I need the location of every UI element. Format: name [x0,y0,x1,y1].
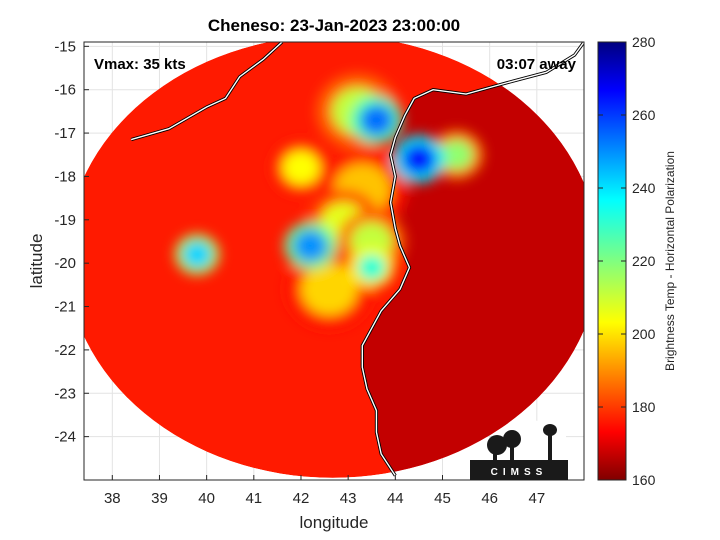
x-tick-label: 43 [340,490,357,507]
x-tick-label: 40 [198,490,215,507]
feature-core [282,150,320,186]
chart-title: Cheneso: 23-Jan-2023 23:00:00 [208,16,460,35]
feature-core [357,254,386,281]
x-tick-label: 39 [151,490,168,507]
y-tick-label: -19 [54,212,76,229]
swath-layer [84,42,584,478]
y-axis-label: latitude [27,234,46,289]
feature-core [300,263,358,316]
y-tick-label: -18 [54,168,76,185]
colorbar-ticks: 280 260 240 220 200 180 160 [598,34,656,488]
feature-core [440,139,474,170]
colorbar-tick-label: 260 [632,107,656,123]
coastline-mozambique-inner [130,42,283,141]
cimss-logo: CIMSS [470,420,568,480]
coastline-madagascar-inner [361,42,584,477]
x-axis-label: longitude [299,513,368,532]
colorbar-tick-label: 240 [632,180,656,196]
vmax-annotation: Vmax: 35 kts [94,56,186,73]
y-tick-label: -23 [54,385,76,402]
x-tick-label: 47 [528,490,545,507]
y-tick-label: -17 [54,125,76,142]
feature-core [293,230,327,261]
x-tick-label: 42 [293,490,310,507]
time-offset-annotation: 03:07 away [497,56,577,73]
y-axis-ticks: -15 -16 -17 -18 -19 -20 -21 -22 -23 -24 [54,38,89,446]
y-tick-label: -24 [54,429,76,446]
feature-core [359,104,393,136]
x-tick-label: 41 [245,490,262,507]
feature-core [183,241,212,268]
colorbar-label: Brightness Temp - Horizontal Polarizatio… [663,151,677,371]
cimss-logo-text: CIMSS [491,467,548,478]
plot-frame [83,41,585,481]
colorbar-tick-label: 160 [632,472,656,488]
x-tick-label: 46 [481,490,498,507]
colorbar-tick-label: 220 [632,253,656,269]
cold-features [174,73,484,331]
colorbar-tick-label: 280 [632,34,656,50]
x-tick-label: 44 [387,490,404,507]
x-tick-label: 38 [104,490,121,507]
y-tick-label: -16 [54,82,76,99]
y-tick-label: -21 [54,299,76,316]
y-tick-label: -15 [54,38,76,55]
feature-core [402,143,436,175]
y-tick-label: -22 [54,342,76,359]
y-tick-label: -20 [54,255,76,272]
data-layer [84,42,584,478]
x-axis-ticks: 38 39 40 41 42 43 44 45 46 47 [104,475,545,507]
x-tick-label: 45 [434,490,451,507]
colorbar-tick-label: 180 [632,399,656,415]
colorbar-tick-label: 200 [632,326,656,342]
